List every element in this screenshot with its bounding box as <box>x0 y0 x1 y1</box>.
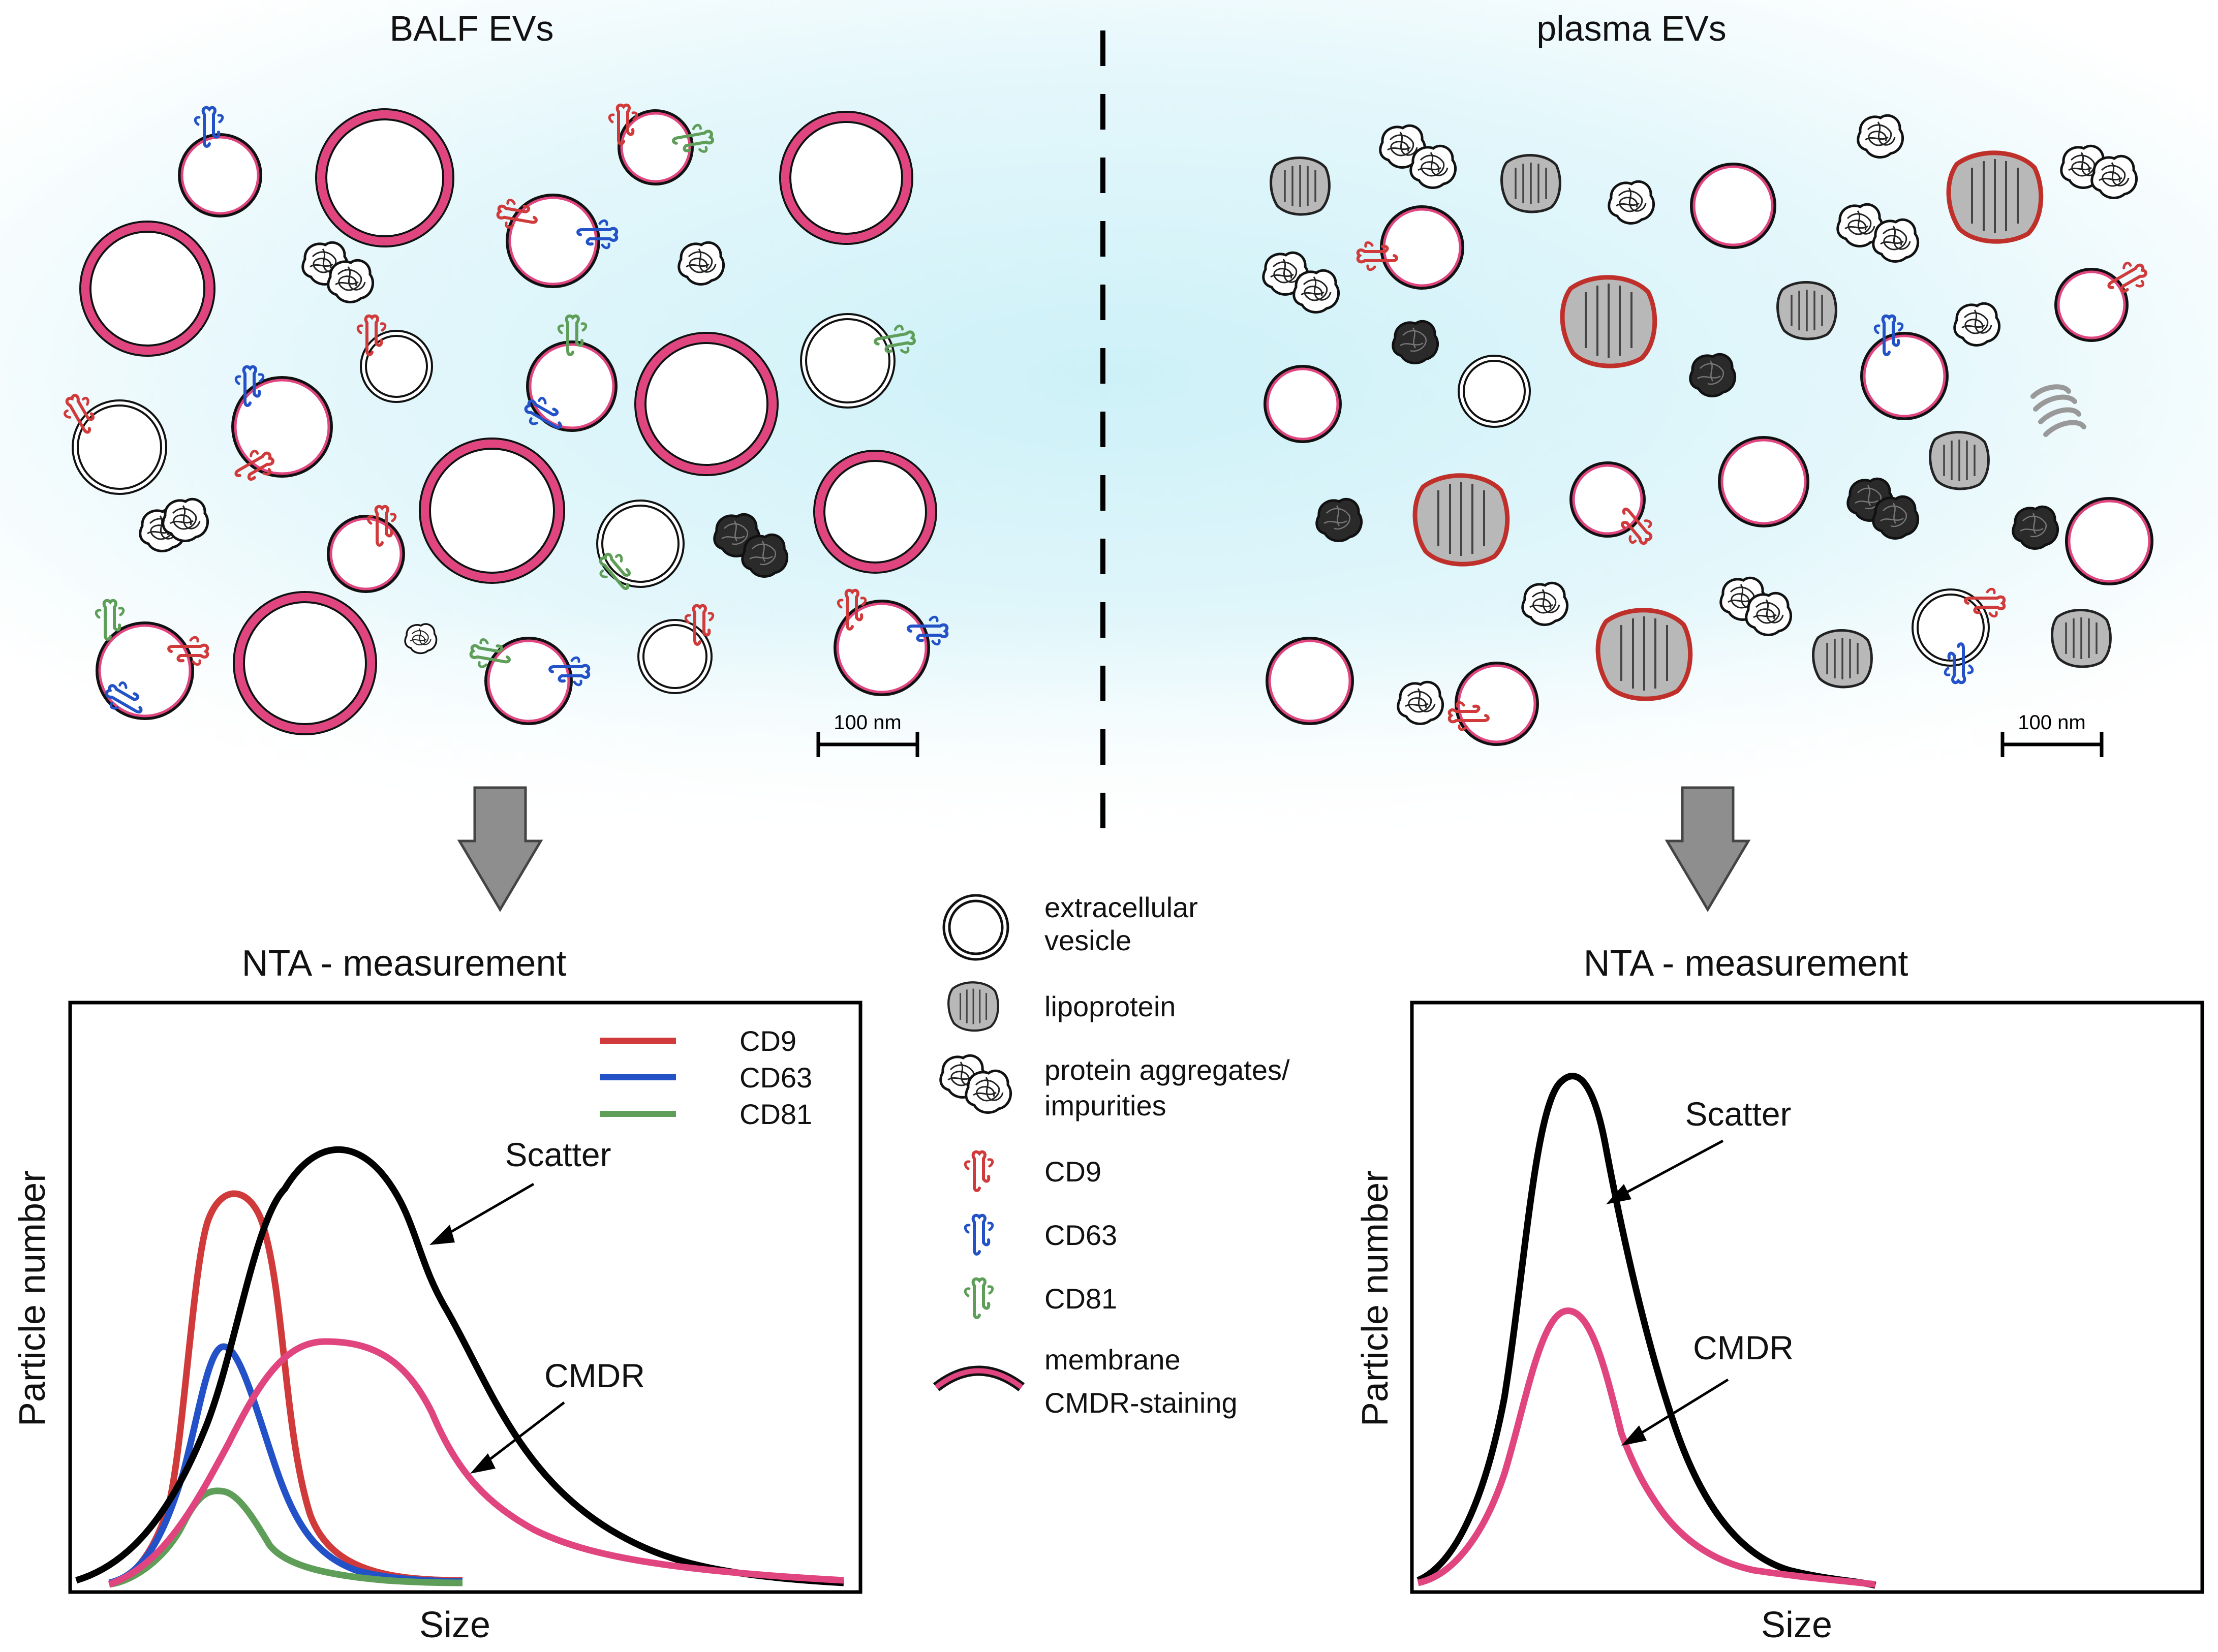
legend-label-membrane-2: CMDR-staining <box>1044 1387 1238 1419</box>
legend-label-aggregates-1: protein aggregates/ <box>1044 1054 1290 1086</box>
left-curve-scatter <box>75 1146 844 1586</box>
vesicle-cmdr <box>315 108 454 247</box>
vesicle-cd9 <box>637 619 713 694</box>
left-legend: CD9 CD63 CD81 <box>600 1025 812 1130</box>
arrowhead <box>429 1225 455 1245</box>
legend-protein-aggregates: protein aggregates/ impurities <box>941 1054 1290 1121</box>
vesicle-cd81 <box>800 313 896 409</box>
legend-label-ev-1: extracellular <box>1044 891 1198 923</box>
right-annotation-cmdr-pointer <box>1628 1378 1729 1442</box>
lipoprotein <box>1930 432 1989 489</box>
right-nta-chart: NTA - measurement Particle number Size S… <box>1355 943 2204 1645</box>
lipoprotein-cmdr <box>1598 610 1690 699</box>
left-annotation-cmdr-pointer <box>477 1401 565 1470</box>
scale-bar-label: 100 nm <box>2018 711 2085 734</box>
legend-label-lipoprotein: lipoprotein <box>1044 990 1176 1022</box>
vesicle-cd63 <box>1860 332 1949 420</box>
vesicle-cmdr <box>233 591 377 735</box>
left-annotation-scatter: Scatter <box>505 1136 611 1173</box>
vesicle-cd63-cd9 <box>231 376 333 478</box>
vesicle-cd81-cd63 <box>526 340 618 432</box>
vesicle-cmdr <box>2065 497 2153 585</box>
down-arrow-right <box>1665 786 1751 912</box>
lipoprotein <box>1813 630 1872 687</box>
lipoprotein <box>1502 155 1560 212</box>
vesicle-cmdr <box>1690 163 1776 249</box>
plasma-particle-field <box>1264 115 2153 746</box>
right-chart-title: NTA - measurement <box>1584 943 1908 984</box>
down-arrow-left <box>457 786 543 912</box>
legend-text-cd63: CD63 <box>740 1062 812 1094</box>
lipoprotein <box>2052 610 2111 667</box>
balf-vesicle-field <box>59 105 947 735</box>
legend-cd63: CD63 <box>965 1215 1117 1254</box>
legend-label-cd63: CD63 <box>1044 1219 1117 1251</box>
vesicle-cd9 <box>72 399 167 495</box>
right-curve-cmdr <box>1417 1307 1876 1588</box>
lipoprotein-cmdr <box>1949 153 2041 241</box>
vesicle <box>1458 355 1531 428</box>
vesicle-cmdr <box>1264 365 1342 443</box>
legend-membrane: membrane CMDR-staining <box>933 1344 1238 1419</box>
legend-cd9: CD9 <box>965 1152 1101 1191</box>
left-annotation-scatter-pointer <box>436 1182 535 1241</box>
vesicle-cd9 <box>1569 461 1646 538</box>
legend: extracellular vesicle lipoprotein protei… <box>933 891 1290 1419</box>
right-y-axis-label: Particle number <box>1355 1170 1396 1426</box>
legend-cd81: CD81 <box>965 1279 1117 1318</box>
vesicle-cmdr <box>779 111 913 245</box>
legend-label-cd81: CD81 <box>1044 1283 1117 1315</box>
right-plot-frame <box>1410 1001 2204 1594</box>
lipoprotein <box>1778 282 1836 339</box>
left-x-axis-label: Size <box>419 1605 490 1645</box>
vesicle-cmdr <box>1266 637 1354 725</box>
plasma-title: plasma EVs <box>1536 9 1726 48</box>
left-curve-cmdr <box>108 1338 844 1588</box>
scale-bar-left: 100 nm <box>816 711 919 757</box>
vesicle-cd81 <box>596 500 685 588</box>
right-curve-scatter <box>1416 1073 1876 1589</box>
legend-lipoprotein: lipoprotein <box>948 982 1176 1031</box>
right-x-axis-label: Size <box>1761 1605 1832 1645</box>
lipoprotein-cmdr <box>1562 277 1655 366</box>
left-chart-title: NTA - measurement <box>242 943 567 984</box>
left-curve-cd63 <box>108 1343 463 1586</box>
arrowhead <box>1606 1184 1631 1204</box>
lipoprotein-cmdr <box>1415 476 1507 564</box>
left-nta-chart: NTA - measurement Particle number Size C… <box>12 943 862 1645</box>
scale-bar-label: 100 nm <box>834 711 901 734</box>
legend-label-aggregates-2: impurities <box>1044 1089 1166 1121</box>
left-y-axis-label: Particle number <box>12 1170 53 1426</box>
arrowhead <box>1621 1425 1647 1446</box>
right-annotation-cmdr: CMDR <box>1693 1329 1794 1366</box>
right-annotation-scatter: Scatter <box>1685 1095 1791 1133</box>
vesicle-cmdr <box>813 450 937 574</box>
arrowhead <box>470 1453 496 1474</box>
legend-label-cd9: CD9 <box>1044 1156 1101 1188</box>
legend-text-cd9: CD9 <box>740 1025 796 1057</box>
left-curve-cd81 <box>108 1487 463 1588</box>
lipoprotein-faded <box>2030 384 2086 437</box>
vesicle-cmdr <box>79 221 215 357</box>
balf-title: BALF EVs <box>390 9 554 48</box>
legend-label-membrane-1: membrane <box>1044 1344 1181 1376</box>
right-annotation-scatter-pointer <box>1613 1139 1724 1201</box>
vesicle-cd9-cd63 <box>1912 588 1990 667</box>
scale-bar-right: 100 nm <box>2000 711 2104 757</box>
left-annotation-cmdr: CMDR <box>544 1357 645 1394</box>
vesicle-cmdr <box>634 332 779 476</box>
legend-extracellular-vesicle: extracellular vesicle <box>942 891 1198 961</box>
lipoprotein <box>1271 158 1330 214</box>
vesicle-cmdr <box>419 438 565 584</box>
vesicle-cd9-cd63 <box>834 600 930 696</box>
vesicle-cmdr <box>1718 436 1809 527</box>
vesicle-cd9-cd63 <box>506 194 600 288</box>
vesicle-cd9 <box>360 330 433 403</box>
legend-label-ev-2: vesicle <box>1044 924 1131 956</box>
vesicle-cd9-cd81 <box>618 109 694 185</box>
vesicle-cd9 <box>327 515 405 593</box>
legend-text-cd81: CD81 <box>740 1098 812 1130</box>
